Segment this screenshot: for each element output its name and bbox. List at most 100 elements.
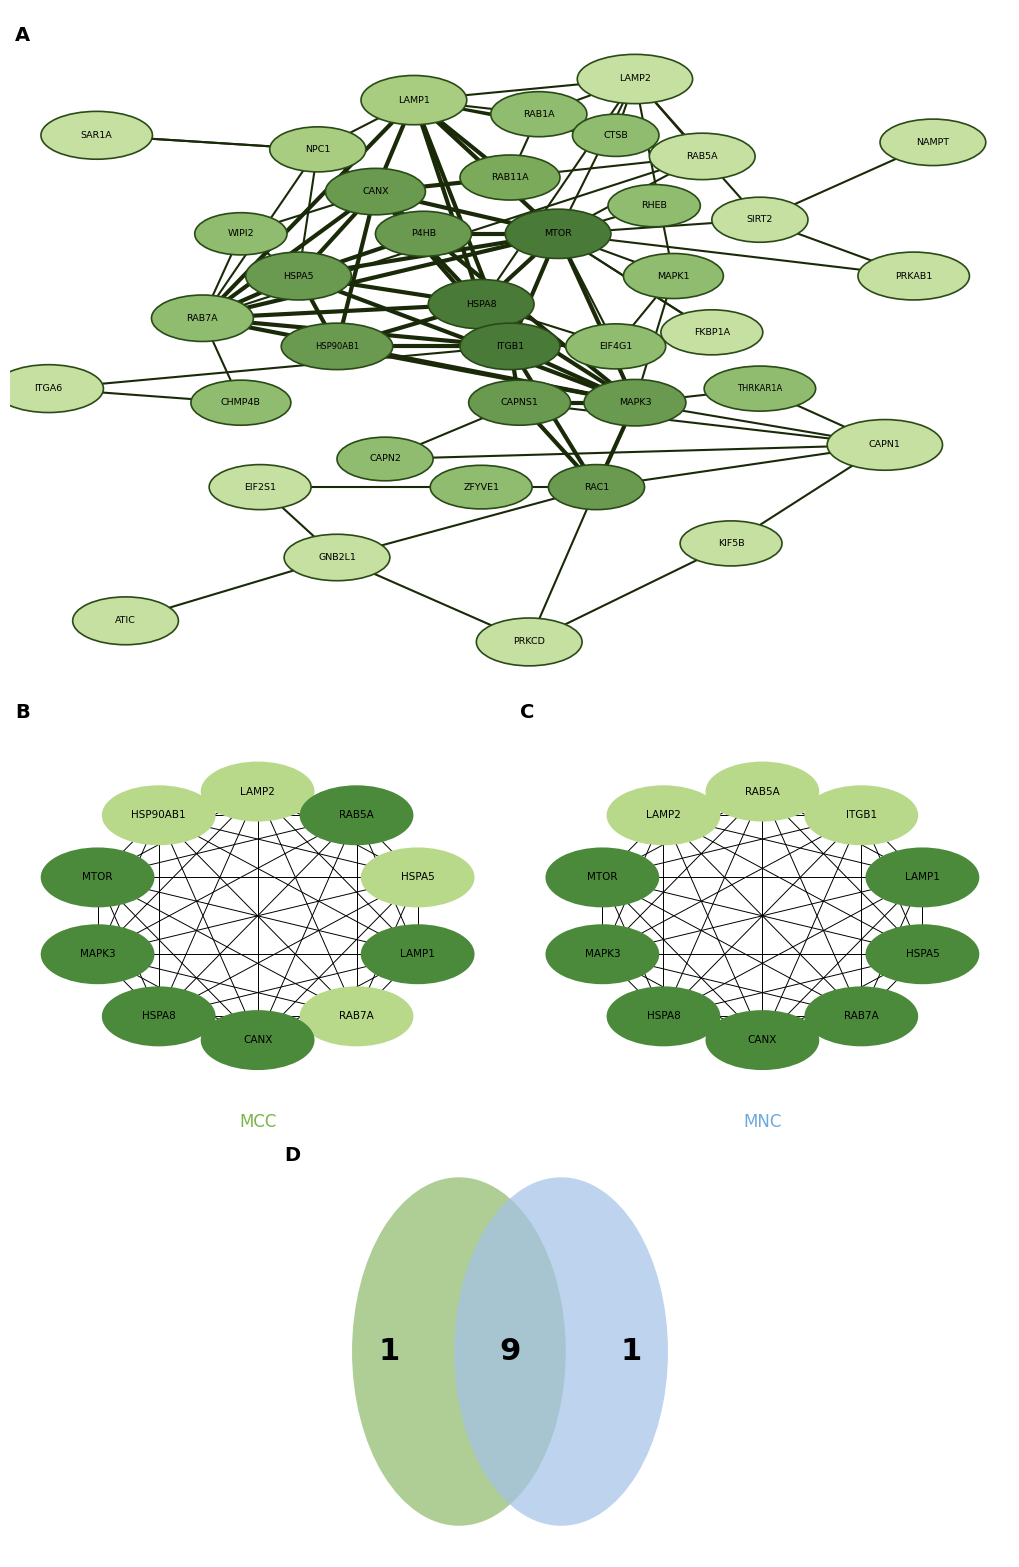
Text: 1: 1 — [378, 1337, 399, 1366]
Text: LAMP1: LAMP1 — [904, 873, 938, 882]
Ellipse shape — [468, 381, 570, 425]
Text: KIF5B: KIF5B — [717, 539, 744, 548]
Text: GNB2L1: GNB2L1 — [318, 553, 356, 563]
Text: ITGB1: ITGB1 — [495, 342, 524, 351]
Ellipse shape — [41, 848, 154, 907]
Ellipse shape — [284, 534, 389, 581]
Text: SIRT2: SIRT2 — [746, 215, 772, 224]
Text: RAC1: RAC1 — [583, 483, 608, 492]
Ellipse shape — [361, 848, 474, 907]
Ellipse shape — [703, 367, 815, 411]
Ellipse shape — [649, 133, 754, 180]
Ellipse shape — [361, 75, 467, 125]
Ellipse shape — [826, 420, 942, 470]
Text: THRKAR1A: THRKAR1A — [737, 384, 782, 393]
Ellipse shape — [246, 252, 352, 299]
Text: ITGA6: ITGA6 — [35, 384, 63, 393]
Text: RAB5A: RAB5A — [686, 152, 717, 161]
Text: RAB7A: RAB7A — [338, 1011, 374, 1022]
Text: FKBP1A: FKBP1A — [693, 328, 730, 337]
Text: PRKCD: PRKCD — [513, 638, 544, 647]
Ellipse shape — [300, 986, 413, 1047]
Ellipse shape — [606, 986, 719, 1047]
Text: EIF4G1: EIF4G1 — [598, 342, 632, 351]
Text: CAPN1: CAPN1 — [868, 440, 900, 450]
Text: MTOR: MTOR — [83, 873, 113, 882]
Text: MNC: MNC — [743, 1113, 781, 1131]
Ellipse shape — [804, 986, 917, 1047]
Text: CHMP4B: CHMP4B — [221, 398, 261, 407]
Ellipse shape — [577, 55, 692, 103]
Ellipse shape — [865, 848, 978, 907]
Ellipse shape — [545, 848, 658, 907]
Text: LAMP1: LAMP1 — [399, 950, 435, 959]
Text: RAB5A: RAB5A — [744, 787, 779, 796]
Ellipse shape — [490, 91, 586, 136]
Text: LAMP1: LAMP1 — [397, 96, 429, 105]
Text: MTOR: MTOR — [543, 229, 572, 238]
Ellipse shape — [152, 295, 253, 342]
Ellipse shape — [352, 1177, 566, 1526]
Text: MCC: MCC — [238, 1113, 276, 1131]
Text: CAPNS1: CAPNS1 — [500, 398, 538, 407]
Ellipse shape — [191, 381, 290, 425]
Ellipse shape — [476, 617, 582, 666]
Text: ATIC: ATIC — [115, 616, 136, 625]
Text: HSPA5: HSPA5 — [283, 271, 314, 280]
Ellipse shape — [430, 465, 532, 509]
Text: CANX: CANX — [243, 1036, 272, 1045]
Ellipse shape — [607, 185, 700, 227]
Ellipse shape — [201, 1011, 314, 1070]
Text: LAMP2: LAMP2 — [645, 810, 681, 820]
Ellipse shape — [201, 762, 314, 821]
Text: ZFYVE1: ZFYVE1 — [463, 483, 498, 492]
Ellipse shape — [102, 986, 215, 1047]
Text: HSPA5: HSPA5 — [905, 950, 938, 959]
Text: HSPA8: HSPA8 — [646, 1011, 680, 1022]
Text: WIPI2: WIPI2 — [227, 229, 254, 238]
Text: B: B — [15, 704, 30, 722]
Ellipse shape — [325, 168, 425, 215]
Text: P4HB: P4HB — [411, 229, 436, 238]
Ellipse shape — [572, 114, 658, 157]
Polygon shape — [602, 791, 921, 1040]
Text: MAPK3: MAPK3 — [79, 950, 115, 959]
Text: LAMP2: LAMP2 — [619, 75, 650, 83]
Ellipse shape — [566, 324, 665, 368]
Ellipse shape — [660, 310, 762, 354]
Ellipse shape — [504, 208, 610, 259]
Ellipse shape — [804, 785, 917, 845]
Ellipse shape — [865, 925, 978, 984]
Ellipse shape — [209, 464, 311, 509]
Text: MTOR: MTOR — [587, 873, 616, 882]
Ellipse shape — [300, 785, 413, 845]
Ellipse shape — [680, 520, 782, 566]
Ellipse shape — [72, 597, 178, 644]
Text: MAPK3: MAPK3 — [584, 950, 620, 959]
Text: MAPK3: MAPK3 — [619, 398, 650, 407]
Ellipse shape — [41, 925, 154, 984]
Text: RAB11A: RAB11A — [491, 172, 528, 182]
Text: ITGB1: ITGB1 — [845, 810, 876, 820]
Text: EIF2S1: EIF2S1 — [244, 483, 276, 492]
Text: HSP90AB1: HSP90AB1 — [315, 342, 359, 351]
Ellipse shape — [195, 213, 286, 255]
Ellipse shape — [453, 1177, 667, 1526]
Ellipse shape — [41, 111, 152, 160]
Text: CAPN2: CAPN2 — [369, 454, 400, 464]
Text: RAB1A: RAB1A — [523, 110, 554, 119]
Text: LAMP2: LAMP2 — [239, 787, 275, 796]
Text: HSPA8: HSPA8 — [466, 299, 496, 309]
Text: CANX: CANX — [362, 186, 388, 196]
Text: MAPK1: MAPK1 — [656, 271, 689, 280]
Ellipse shape — [428, 279, 534, 329]
Text: HSPA8: HSPA8 — [142, 1011, 175, 1022]
Ellipse shape — [545, 925, 658, 984]
Ellipse shape — [857, 252, 968, 299]
Ellipse shape — [606, 785, 719, 845]
Ellipse shape — [623, 254, 722, 299]
Text: RAB5A: RAB5A — [338, 810, 374, 820]
Ellipse shape — [548, 464, 644, 509]
Text: RAB7A: RAB7A — [843, 1011, 877, 1022]
Text: A: A — [15, 25, 31, 45]
